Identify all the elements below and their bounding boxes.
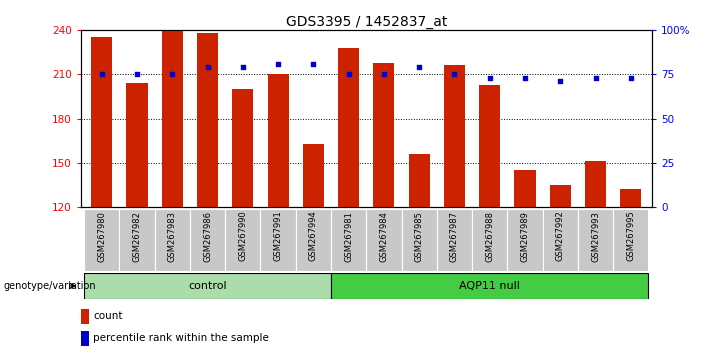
Text: GSM267987: GSM267987 (450, 211, 459, 262)
Bar (613, 209, 648, 271)
Bar (155, 209, 190, 271)
Point (167, 72, 178, 77)
Text: GSM267995: GSM267995 (626, 211, 635, 262)
Bar (367, 209, 402, 271)
Point (484, 75, 496, 81)
Bar (444, 65, 465, 207)
Bar (81, 331, 89, 346)
Bar (303, 144, 324, 207)
Text: AQP11 null: AQP11 null (459, 281, 520, 291)
Text: GSM267985: GSM267985 (415, 211, 423, 262)
Point (96, 72, 107, 77)
Bar (268, 74, 289, 207)
Bar (479, 85, 501, 207)
Point (202, 64, 213, 70)
Bar (374, 63, 395, 207)
Bar (296, 209, 331, 271)
Point (343, 72, 354, 77)
Bar (84, 273, 331, 299)
Text: GSM267992: GSM267992 (556, 211, 565, 262)
Bar (81, 309, 89, 324)
Text: GSM267980: GSM267980 (97, 211, 107, 262)
Point (379, 72, 390, 77)
Text: GSM267986: GSM267986 (203, 211, 212, 262)
Point (273, 61, 284, 67)
Title: GDS3395 / 1452837_at: GDS3395 / 1452837_at (285, 15, 447, 29)
Text: GSM267991: GSM267991 (273, 211, 283, 262)
Point (554, 79, 566, 84)
Text: genotype/variation: genotype/variation (4, 281, 96, 291)
Bar (197, 33, 218, 207)
Bar (508, 209, 543, 271)
Point (519, 75, 531, 81)
Bar (550, 185, 571, 207)
Text: GSM267982: GSM267982 (132, 211, 142, 262)
Bar (472, 209, 508, 271)
Bar (261, 209, 296, 271)
Bar (578, 209, 613, 271)
Point (237, 64, 248, 70)
Bar (190, 209, 225, 271)
Bar (409, 154, 430, 207)
Bar (331, 273, 648, 299)
Text: GSM267981: GSM267981 (344, 211, 353, 262)
Bar (402, 209, 437, 271)
Bar (162, 29, 183, 207)
Text: control: control (189, 281, 227, 291)
Bar (232, 89, 254, 207)
Bar (620, 189, 641, 207)
Text: GSM267984: GSM267984 (379, 211, 388, 262)
Text: percentile rank within the sample: percentile rank within the sample (93, 333, 269, 343)
Bar (84, 209, 119, 271)
Point (449, 72, 460, 77)
Text: GSM267993: GSM267993 (591, 211, 600, 262)
Point (414, 64, 425, 70)
Text: GSM267990: GSM267990 (238, 211, 247, 262)
Bar (126, 83, 148, 207)
Text: GSM267994: GSM267994 (309, 211, 318, 262)
Text: GSM267983: GSM267983 (168, 211, 177, 262)
Bar (543, 209, 578, 271)
Bar (119, 209, 155, 271)
Bar (331, 209, 367, 271)
Point (308, 61, 319, 67)
Text: GSM267989: GSM267989 (520, 211, 529, 262)
Text: count: count (93, 312, 123, 321)
Point (625, 75, 637, 81)
Point (590, 75, 601, 81)
Text: GSM267988: GSM267988 (485, 211, 494, 262)
Bar (437, 209, 472, 271)
Bar (338, 48, 359, 207)
Bar (91, 38, 112, 207)
Point (131, 72, 142, 77)
Bar (515, 170, 536, 207)
Bar (585, 161, 606, 207)
Bar (225, 209, 261, 271)
